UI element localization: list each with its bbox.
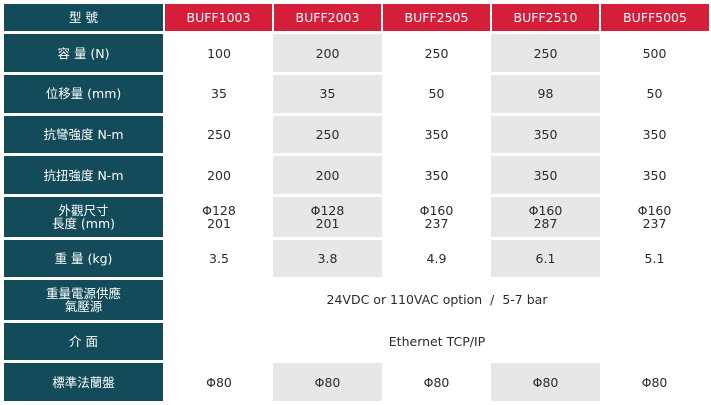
model-buff2510: BUFF2510: [491, 4, 601, 35]
spec-table: 型 號 BUFF1003 BUFF2003 BUFF2505 BUFF2510 …: [4, 4, 709, 401]
power-label: 重量電源供應 氣壓源: [4, 278, 165, 323]
weight-cell: 5.1: [600, 238, 709, 281]
weight-row: 重 量 (kg) 3.5 3.8 4.9 6.1 5.1: [4, 238, 709, 281]
header-row: 型 號 BUFF1003 BUFF2003 BUFF2505 BUFF2510 …: [4, 4, 709, 35]
flange-cell: Φ80: [491, 361, 600, 401]
diameter-value: Φ160: [637, 202, 672, 218]
torsion-cell: 200: [164, 154, 273, 197]
length-value: 237: [642, 215, 667, 231]
diameter-value: Φ160: [528, 202, 563, 218]
torsion-cell: 350: [600, 154, 709, 197]
dimensions-label: 外觀尺寸 長度 (mm): [4, 195, 165, 240]
interface-label: 介 面: [4, 321, 165, 364]
interface-row: 介 面 Ethernet TCP/IP: [4, 321, 709, 364]
dimensions-cell: Φ160 237: [600, 195, 709, 240]
displacement-cell: 50: [600, 73, 709, 116]
power-label-line1: 重量電源供應: [45, 285, 121, 301]
diameter-value: Φ160: [419, 202, 454, 218]
flange-label: 標準法蘭盤: [4, 361, 165, 401]
power-label-line2: 氣壓源: [64, 298, 103, 314]
flange-cell: Φ80: [600, 361, 709, 401]
power-value: 24VDC or 110VAC option / 5-7 bar: [164, 278, 709, 323]
torsion-cell: 350: [382, 154, 491, 197]
capacity-cell: 500: [600, 32, 709, 76]
bending-cell: 250: [273, 114, 382, 157]
diameter-value: Φ128: [310, 202, 345, 218]
capacity-row: 容 量 (N) 100 200 250 250 500: [4, 32, 709, 76]
capacity-label: 容 量 (N): [4, 32, 165, 76]
model-buff5005: BUFF5005: [600, 4, 709, 35]
weight-cell: 4.9: [382, 238, 491, 281]
weight-label: 重 量 (kg): [4, 238, 165, 281]
torsion-label: 抗扭強度 N-m: [4, 154, 165, 197]
header-label: 型 號: [4, 4, 165, 35]
displacement-cell: 98: [491, 73, 600, 116]
bending-cell: 350: [491, 114, 600, 157]
dimensions-cell: Φ128 201: [164, 195, 273, 240]
length-value: 287: [533, 215, 558, 231]
capacity-cell: 100: [164, 32, 273, 76]
weight-cell: 3.5: [164, 238, 273, 281]
bending-cell: 350: [382, 114, 491, 157]
model-buff1003: BUFF1003: [164, 4, 274, 35]
model-buff2505: BUFF2505: [382, 4, 492, 35]
length-value: 201: [315, 215, 340, 231]
displacement-row: 位移量 (mm) 35 35 50 98 50: [4, 73, 709, 116]
flange-row: 標準法蘭盤 Φ80 Φ80 Φ80 Φ80 Φ80: [4, 361, 709, 401]
torsion-cell: 350: [491, 154, 600, 197]
weight-cell: 6.1: [491, 238, 600, 281]
capacity-cell: 200: [273, 32, 382, 76]
torsion-row: 抗扭強度 N-m 200 200 350 350 350: [4, 154, 709, 197]
weight-cell: 3.8: [273, 238, 382, 281]
torsion-cell: 200: [273, 154, 382, 197]
displacement-cell: 35: [164, 73, 273, 116]
diameter-value: Φ128: [202, 202, 236, 218]
length-value: 201: [207, 215, 231, 231]
displacement-label: 位移量 (mm): [4, 73, 165, 116]
flange-cell: Φ80: [273, 361, 382, 401]
dimensions-row: 外觀尺寸 長度 (mm) Φ128 201 Φ128 201 Φ160 237 …: [4, 195, 709, 240]
power-row: 重量電源供應 氣壓源 24VDC or 110VAC option / 5-7 …: [4, 278, 709, 323]
displacement-cell: 50: [382, 73, 491, 116]
dimensions-cell: Φ160 237: [382, 195, 491, 240]
bending-label: 抗彎強度 N-m: [4, 114, 165, 157]
bending-cell: 350: [600, 114, 709, 157]
dimensions-cell: Φ160 287: [491, 195, 600, 240]
capacity-cell: 250: [491, 32, 600, 76]
bending-row: 抗彎強度 N-m 250 250 350 350 350: [4, 114, 709, 157]
length-value: 237: [424, 215, 449, 231]
displacement-cell: 35: [273, 73, 382, 116]
model-buff2003: BUFF2003: [273, 4, 383, 35]
dimensions-label-line2: 長度 (mm): [51, 215, 116, 231]
bending-cell: 250: [164, 114, 273, 157]
interface-value: Ethernet TCP/IP: [164, 321, 709, 364]
dimensions-label-line1: 外觀尺寸: [58, 202, 109, 218]
flange-cell: Φ80: [382, 361, 491, 401]
dimensions-cell: Φ128 201: [273, 195, 382, 240]
capacity-cell: 250: [382, 32, 491, 76]
flange-cell: Φ80: [164, 361, 273, 401]
